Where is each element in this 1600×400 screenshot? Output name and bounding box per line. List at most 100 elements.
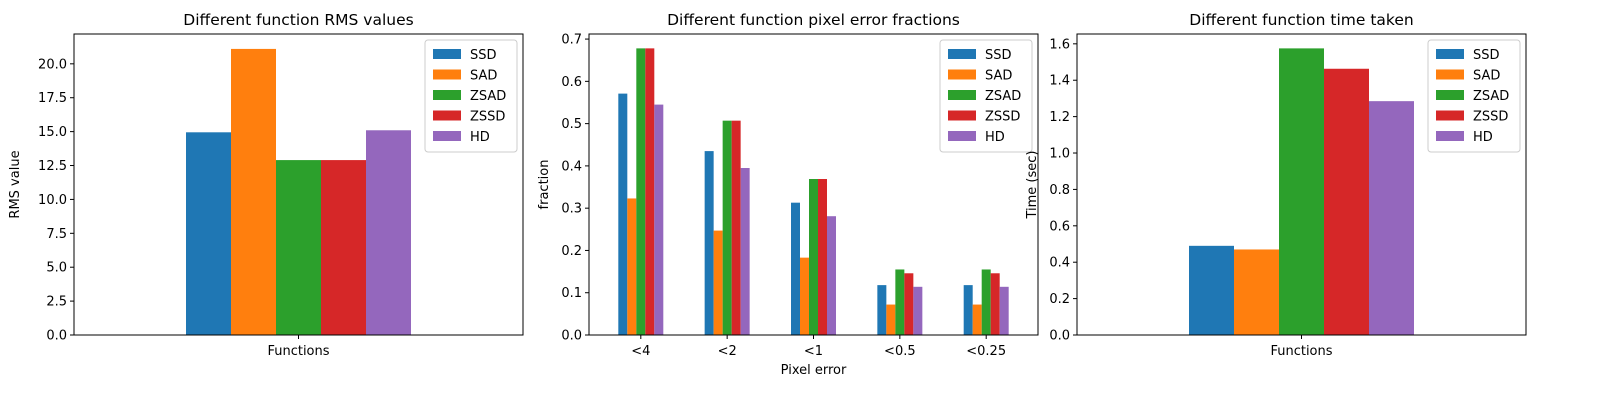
bar-hd-2: [740, 168, 750, 335]
legend-swatch-zssd: [433, 110, 461, 121]
legend-swatch-ssd: [433, 49, 461, 59]
chart-2: 0.0 0.1 0.2 0.3 0.4 0.5 0.6 0.7 <4 <2 <1 <0.5 <0.25 D…: [537, 11, 1039, 378]
y-tick-label: 0.6: [561, 75, 582, 90]
y-tick-label: 1.0: [1049, 147, 1070, 162]
y-tick-label: 15.0: [38, 125, 67, 140]
legend-label-hd: HD: [985, 130, 1005, 145]
legend-label-zsad: ZSAD: [1473, 89, 1509, 104]
legend-swatch-zssd: [948, 110, 976, 121]
bar-zsad-1: [1279, 48, 1324, 335]
x-tick-label: <0.5: [884, 344, 916, 359]
bar-zsad-1: [636, 48, 646, 336]
legend-label-sad: SAD: [1473, 69, 1500, 84]
y-tick-label: 0.5: [561, 117, 582, 132]
legend-swatch-zsad: [1436, 90, 1464, 100]
y-tick-label: 0.3: [561, 202, 582, 217]
legend-label-zsad: ZSAD: [470, 89, 506, 104]
y-axis-label: RMS value: [8, 150, 23, 218]
legend-label-ssd: SSD: [470, 48, 497, 63]
x-tick-label: <4: [631, 344, 650, 359]
bar-hd-1: [366, 130, 411, 335]
bar-hd-3: [827, 216, 836, 335]
legend-swatch-sad: [1436, 69, 1464, 80]
bar-zsad-5: [981, 269, 991, 335]
bar-zsad-4: [895, 269, 905, 335]
legend-label-zssd: ZSSD: [985, 110, 1020, 125]
bar-hd-1: [1369, 101, 1414, 336]
legend-label-zssd: ZSSD: [1473, 110, 1508, 125]
legend-swatch-ssd: [1436, 49, 1464, 59]
legend-label-ssd: SSD: [1473, 48, 1500, 63]
y-tick-label: 0.4: [561, 159, 582, 174]
x-tick-label: Functions: [1270, 344, 1332, 359]
bar-sad-4: [886, 304, 896, 335]
y-tick-label: 0.8: [1049, 183, 1070, 198]
y-tick-label: 5.0: [46, 261, 67, 276]
chart-title: Different function time taken: [1189, 11, 1413, 29]
legend-swatch-hd: [1436, 131, 1464, 141]
y-tick-label: 1.6: [1049, 37, 1070, 52]
chart-1: 0.0 2.5 5.0 7.5 10.0 12.5 15.0 17.5 20.0 Function…: [8, 11, 524, 359]
bar-hd-1: [654, 104, 664, 335]
legend-swatch-zsad: [948, 90, 976, 100]
y-tick-label: 10.0: [38, 193, 67, 208]
y-tick-label: 20.0: [38, 57, 67, 72]
x-tick-label: <2: [718, 344, 737, 359]
x-tick-label: Functions: [267, 344, 329, 359]
y-tick-label: 2.5: [46, 295, 67, 310]
legend-label-sad: SAD: [985, 69, 1012, 84]
bar-ssd-2: [704, 151, 714, 335]
y-tick-label: 7.5: [46, 227, 67, 242]
bar-zssd-3: [818, 179, 827, 335]
legend-swatch-zssd: [1436, 110, 1464, 121]
x-tick-label: <1: [804, 344, 823, 359]
bar-ssd-1: [618, 93, 628, 335]
bar-sad-3: [800, 257, 809, 335]
y-tick-label: 0.4: [1049, 256, 1070, 271]
y-tick-label: 0.2: [1049, 292, 1070, 307]
legend-box: [939, 39, 1033, 153]
chart-title: Different function RMS values: [183, 11, 413, 29]
legend: SSD SAD ZSAD ZSSD HD: [424, 39, 518, 153]
bar-zssd-1: [645, 48, 655, 336]
legend-label-hd: HD: [1473, 130, 1493, 145]
legend-label-sad: SAD: [470, 69, 497, 84]
legend-swatch-hd: [433, 131, 461, 141]
legend-box: [1427, 39, 1521, 153]
y-axis-label: fraction: [537, 160, 552, 210]
legend-box: [424, 39, 518, 153]
legend-label-ssd: SSD: [985, 48, 1012, 63]
legend: SSD SAD ZSAD ZSSD HD: [1427, 39, 1521, 153]
bar-ssd-1: [1189, 245, 1234, 335]
y-tick-label: 17.5: [38, 91, 67, 106]
y-tick-label: 0.2: [561, 244, 582, 259]
bar-hd-4: [913, 286, 923, 335]
bar-ssd-4: [877, 285, 887, 335]
legend-swatch-sad: [433, 69, 461, 80]
bar-zssd-2: [731, 120, 741, 335]
x-tick-label: <0.25: [966, 344, 1006, 359]
bar-sad-1: [627, 198, 637, 335]
y-tick-label: 0.6: [1049, 219, 1070, 234]
bar-sad-5: [972, 304, 982, 335]
bar-hd-5: [999, 286, 1009, 335]
chart-title: Different function pixel error fractions: [667, 11, 960, 29]
bar-sad-1: [231, 48, 276, 335]
bar-ssd-5: [963, 285, 973, 335]
legend-label-zsad: ZSAD: [985, 89, 1021, 104]
legend-swatch-zsad: [433, 90, 461, 100]
x-axis-label: Pixel error: [781, 363, 847, 378]
bar-sad-1: [1234, 249, 1279, 335]
legend-label-hd: HD: [470, 130, 490, 145]
legend-swatch-sad: [948, 69, 976, 80]
bar-zssd-1: [1324, 68, 1369, 335]
y-tick-label: 1.2: [1049, 110, 1070, 125]
bar-zssd-4: [904, 273, 914, 335]
bar-zssd-1: [321, 160, 366, 335]
legend-swatch-ssd: [948, 49, 976, 59]
bar-zsad-2: [722, 120, 732, 335]
chart-3: 0.0 0.2 0.4 0.6 0.8 1.0 1.2 1.4 1.6 Functions Diff…: [1025, 11, 1527, 359]
y-tick-label: 0.1: [561, 286, 582, 301]
legend-swatch-hd: [948, 131, 976, 141]
